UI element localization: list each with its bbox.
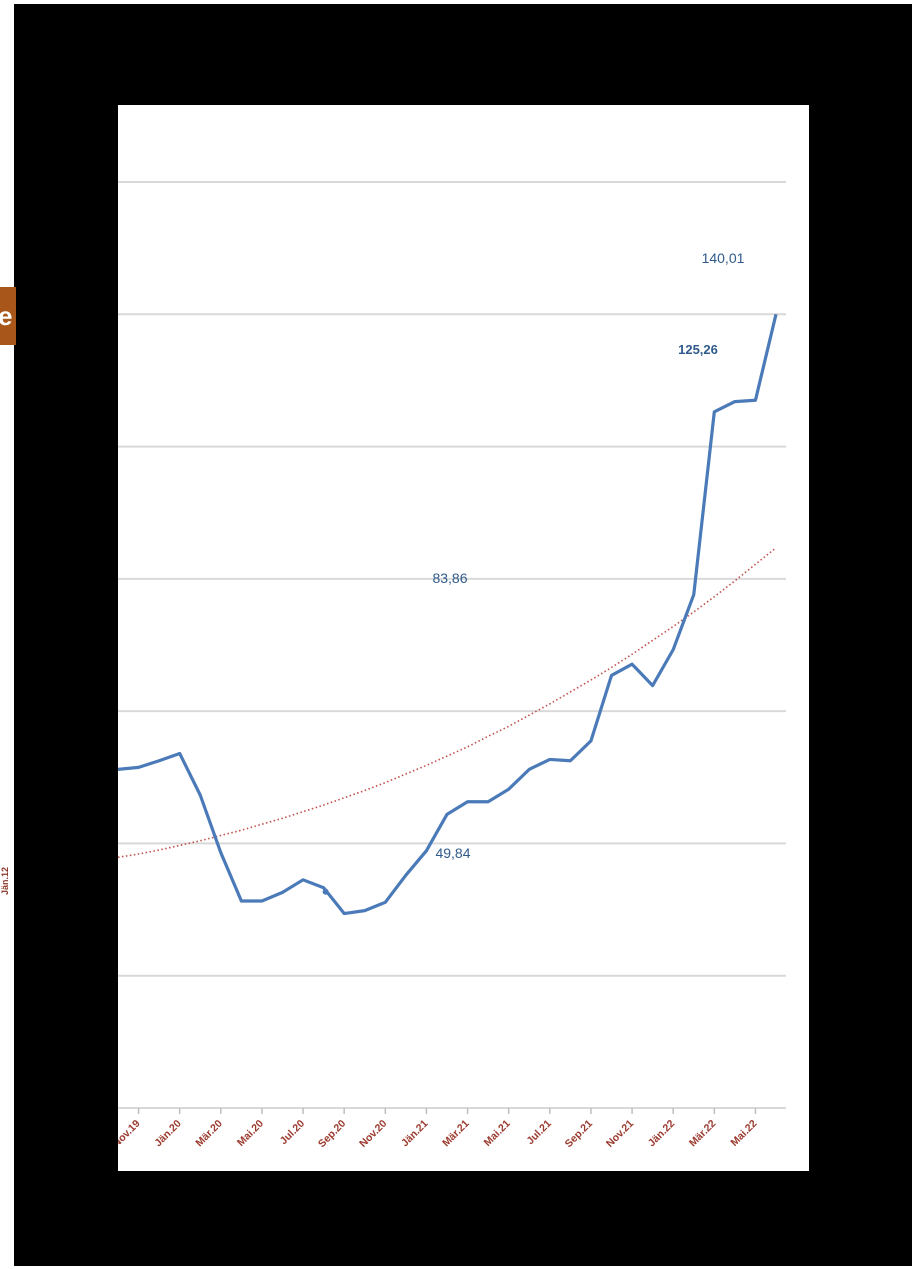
data-label: 140,01 [702, 250, 745, 266]
background-tick-label: Jän.12 [0, 866, 10, 895]
background-badge-text: e [0, 301, 13, 331]
x-tick-label: Jän.21 [399, 1118, 431, 1150]
data-label: 83,86 [432, 570, 467, 586]
x-tick-label: Mär.22 [687, 1118, 719, 1150]
trend-line [118, 547, 777, 859]
annotations: 140,01 125,26 83,86 49,84 [432, 250, 744, 861]
series-polyline [118, 313, 778, 916]
x-tick-label: Sep.20 [316, 1118, 349, 1151]
data-label: 49,84 [435, 845, 470, 861]
background-left-strip [0, 0, 14, 1269]
x-tick-label: Mai.21 [482, 1118, 513, 1149]
background-badge: e [0, 287, 16, 345]
line-chart: 140,01 125,26 83,86 49,84 Nov.19 Jän.20 Mär.2… [118, 181, 786, 1151]
x-tick-label: Nov.20 [357, 1118, 389, 1150]
x-axis: Nov.19 Jän.20 Mär.20 Mai.20 Jul.20 Sep.20 Nov.… [118, 1107, 786, 1151]
x-tick-label: Jän.22 [646, 1118, 678, 1150]
x-tick-label: Mär.20 [193, 1118, 225, 1150]
x-tick-label: Jul.21 [524, 1118, 554, 1148]
point-marker [322, 888, 329, 895]
data-label: 125,26 [678, 342, 718, 357]
gridlines [118, 181, 786, 977]
x-tick-label: Nov.21 [604, 1118, 636, 1150]
chart-panel: 140,01 125,26 83,86 49,84 Nov.19 Jän.20 Mär.2… [118, 105, 809, 1171]
x-tick-label: Sep.21 [563, 1118, 596, 1151]
x-tick-label: Mai.20 [235, 1118, 266, 1149]
series-line [118, 313, 778, 916]
x-tick-label: Jul.20 [278, 1118, 308, 1148]
x-tick-label: Mai.22 [728, 1118, 759, 1149]
trend-polyline [118, 547, 777, 859]
x-tick-label: Jän.20 [152, 1118, 184, 1150]
x-tick-label: Nov.19 [118, 1118, 143, 1150]
x-tick-label: Mär.21 [440, 1118, 472, 1150]
background-right-strip [912, 0, 921, 1269]
